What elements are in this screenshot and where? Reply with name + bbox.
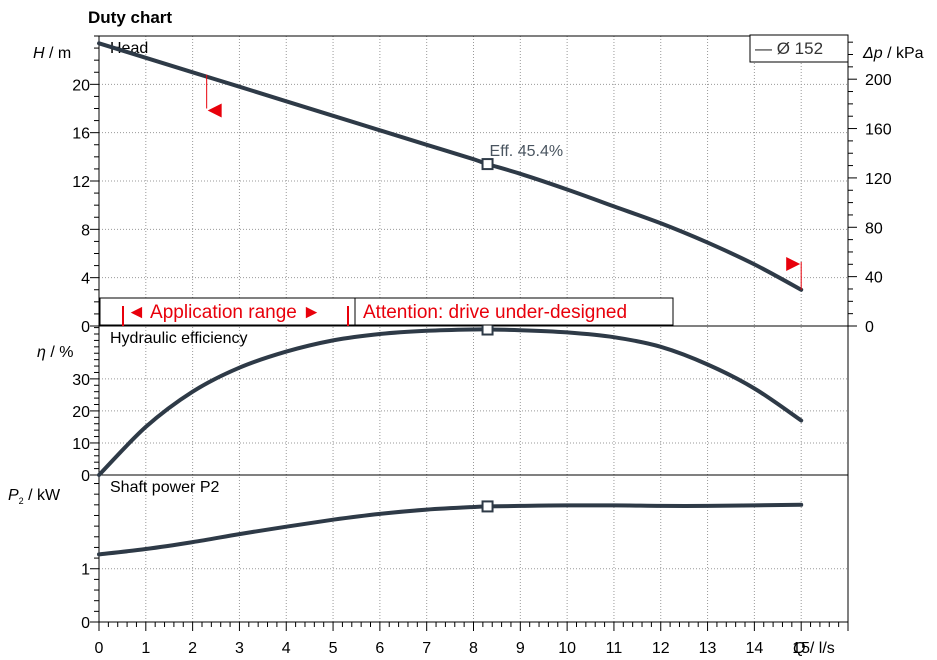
range-arrow-left-icon	[207, 103, 222, 118]
range-arrow-right-icon	[786, 256, 801, 271]
panel-frame-power	[98, 474, 849, 623]
x-tick-label: 1	[141, 640, 150, 657]
right-tick-label: 200	[865, 72, 892, 89]
x-axis-unit: / l/s	[805, 640, 834, 657]
attention-box	[354, 297, 674, 326]
panel-name-efficiency: Hydraulic efficiency	[110, 330, 248, 347]
attention-label: Attention: drive under-designed	[363, 302, 627, 323]
y-tick-label: 12	[72, 174, 90, 191]
right-axis-label-var: Δp	[862, 45, 883, 62]
y-axis-label-power-sub: 2	[19, 496, 24, 506]
application-range-box	[99, 297, 356, 326]
x-tick-label: 15	[792, 640, 810, 657]
right-axis-label-unit: / kPa	[883, 45, 924, 62]
operating-point-power	[481, 500, 494, 513]
y-axis-label-power: P2 / kW	[8, 487, 61, 506]
x-tick-label: 14	[745, 640, 763, 657]
grid-layer	[99, 36, 848, 622]
y-axis-label-efficiency-var: η	[37, 344, 46, 361]
x-tick-label: 0	[95, 640, 104, 657]
curve-power	[97, 502, 804, 557]
y-axis-label-power-var: P	[8, 487, 19, 504]
x-tick-label: 13	[699, 640, 717, 657]
y-axis-label-efficiency: η / %	[37, 344, 73, 361]
x-tick-label: 8	[469, 640, 478, 657]
x-tick-label: 11	[606, 640, 623, 657]
y-tick-label: 16	[72, 126, 90, 143]
right-tick-label: 40	[865, 270, 883, 287]
x-tick-label: 2	[188, 640, 197, 657]
right-tick-label: 120	[865, 171, 892, 188]
operating-point-efficiency	[481, 323, 494, 336]
right-tick-label: 0	[865, 319, 874, 336]
y-tick-label: 1	[81, 562, 90, 579]
curve-head	[97, 41, 804, 292]
right-tick-label: 160	[865, 122, 892, 139]
x-tick-label: 12	[652, 640, 670, 657]
efficiency-label: Eff. 45.4%	[490, 143, 564, 160]
y-axis-label-head: H / m	[33, 45, 71, 62]
labels-layer: 0 1 2 3 4 5 6 7 8 9 10 11 12 13 14 15Q / l/s048121620H …	[8, 40, 924, 657]
y-axis-label-power-unit: / kW	[24, 487, 61, 504]
y-tick-label: 20	[72, 77, 90, 94]
operating-point-head	[481, 158, 494, 171]
x-tick-label: 9	[516, 640, 525, 657]
x-tick-label: 4	[282, 640, 291, 657]
x-axis-label: Q / l/s	[793, 640, 835, 657]
y-tick-label: 20	[72, 404, 90, 421]
right-tick-label: 80	[865, 220, 883, 237]
chart-title: Duty chart	[88, 8, 172, 27]
curves-layer	[97, 41, 804, 557]
x-tick-label: 3	[235, 640, 244, 657]
y-tick-label: 0	[81, 468, 90, 485]
application-range-label: ◄ Application range ►	[127, 302, 321, 323]
y-tick-label: 30	[72, 372, 90, 389]
panel-name-power: Shaft power P2	[110, 479, 220, 496]
x-axis-var: Q	[793, 640, 805, 657]
y-tick-label: 4	[81, 271, 90, 288]
panel-name-head: Head	[110, 40, 148, 57]
annotations-layer: Eff. 45.4% ◄ Application range ► Attention…	[99, 34, 849, 326]
x-tick-label: 5	[329, 640, 338, 657]
y-tick-label: 0	[81, 615, 90, 632]
curve-efficiency	[97, 327, 804, 477]
y-axis-label-head-var: H	[33, 45, 45, 62]
y-tick-label: 8	[81, 222, 90, 239]
y-tick-label: 0	[81, 319, 90, 336]
x-tick-label: 6	[375, 640, 384, 657]
y-tick-label: 10	[72, 436, 90, 453]
x-tick-label: 10	[558, 640, 576, 657]
right-axis-label: Δp / kPa	[862, 45, 924, 62]
y-axis-label-head-unit: / m	[45, 45, 72, 62]
x-tick-label: 7	[422, 640, 431, 657]
y-axis-label-efficiency-unit: / %	[46, 344, 74, 361]
legend-label: — Ø 152	[755, 39, 823, 58]
legend-box	[749, 34, 849, 63]
